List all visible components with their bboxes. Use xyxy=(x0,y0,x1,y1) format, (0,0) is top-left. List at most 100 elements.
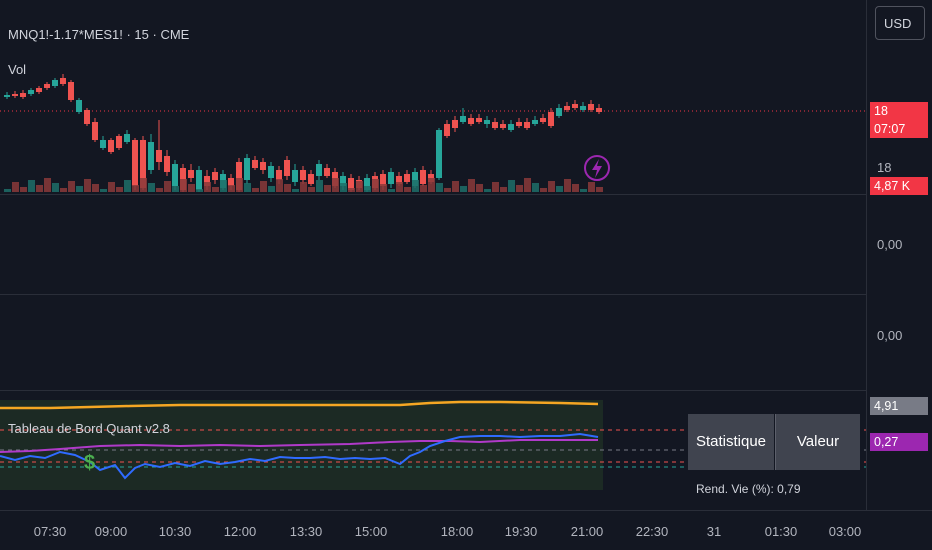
volume-bar xyxy=(236,178,243,192)
volume-legend[interactable]: Vol xyxy=(8,62,27,77)
volume-bar xyxy=(156,188,163,192)
current-price-badge: 18 109,75 xyxy=(870,102,928,136)
price-axis[interactable] xyxy=(866,0,932,550)
volume-bar xyxy=(420,185,427,192)
candle xyxy=(316,164,322,176)
candle xyxy=(292,170,298,182)
oscillator-orange-line xyxy=(0,400,599,410)
candle xyxy=(28,90,34,94)
pane-separator[interactable] xyxy=(0,194,932,195)
pane-separator[interactable] xyxy=(0,294,932,295)
volume-bar xyxy=(36,185,43,192)
candle xyxy=(308,174,314,184)
candle xyxy=(580,106,586,110)
volume-bar xyxy=(564,179,571,192)
volume-bar xyxy=(540,188,547,192)
volume-bar xyxy=(12,182,19,192)
volume-bar xyxy=(268,186,275,192)
volume-bar xyxy=(556,186,563,192)
candle xyxy=(4,95,10,97)
candle xyxy=(444,124,450,136)
stats-row: Rend. Vie (%): 0,79 xyxy=(696,482,801,496)
candle xyxy=(492,122,498,128)
candle xyxy=(108,140,114,152)
candle xyxy=(532,120,538,124)
volume-bar xyxy=(244,183,251,192)
volume-bar xyxy=(252,188,259,192)
candle xyxy=(244,158,250,180)
volume-bar xyxy=(364,186,371,192)
volume-bar xyxy=(388,189,395,192)
chart-canvas[interactable] xyxy=(0,0,866,510)
candle xyxy=(300,170,306,180)
volume-bar xyxy=(532,183,539,192)
volume-bar xyxy=(468,179,475,192)
candle xyxy=(84,110,90,124)
volume-bar xyxy=(324,185,331,192)
volume-bar xyxy=(292,189,299,192)
volume-bar xyxy=(84,179,91,192)
candle xyxy=(516,122,522,126)
volume-bars-group xyxy=(4,178,603,192)
volume-bar xyxy=(428,178,435,192)
time-tick: 18:00 xyxy=(440,524,474,539)
volume-bar xyxy=(20,187,27,192)
candle xyxy=(452,120,458,128)
time-axis[interactable]: 07:30 09:00 10:30 12:00 13:30 15:00 18:0… xyxy=(0,510,932,550)
volume-bar xyxy=(516,185,523,192)
time-tick: 13:30 xyxy=(289,524,323,539)
volume-bar xyxy=(380,184,387,192)
volume-bar xyxy=(212,187,219,192)
candle xyxy=(124,134,130,142)
oscillator-legend[interactable]: Tableau de Bord Quant v2.8 xyxy=(8,421,170,436)
pane-separator[interactable] xyxy=(0,390,932,391)
volume-bar xyxy=(76,186,83,192)
currency-button[interactable]: USD xyxy=(875,6,925,40)
candle xyxy=(236,162,242,190)
candle xyxy=(572,104,578,108)
volume-bar xyxy=(132,185,139,192)
candle xyxy=(204,176,210,186)
candle xyxy=(116,136,122,148)
volume-bar xyxy=(260,181,267,192)
volume-bar xyxy=(228,185,235,192)
time-tick: 19:30 xyxy=(504,524,538,539)
oscillator-signal-marker: $ xyxy=(84,452,96,474)
volume-bar xyxy=(164,181,171,192)
volume-bar xyxy=(396,182,403,192)
price-axis-border xyxy=(866,0,867,510)
candle xyxy=(548,112,554,126)
volume-bar xyxy=(276,179,283,192)
volume-bar xyxy=(588,182,595,192)
candle xyxy=(156,150,162,162)
candle xyxy=(556,108,562,116)
volume-bar xyxy=(308,187,315,192)
volume-bar xyxy=(140,178,147,192)
candle xyxy=(340,176,346,186)
lightning-icon[interactable] xyxy=(584,155,610,181)
volume-bar xyxy=(596,187,603,192)
oscillator-value-badge-2: 0,27 xyxy=(870,433,928,451)
volume-bar xyxy=(172,186,179,192)
candle xyxy=(228,178,234,186)
candle xyxy=(540,118,546,122)
pane2-value: 0,00 xyxy=(877,237,903,252)
time-tick: 21:00 xyxy=(570,524,604,539)
volume-bar xyxy=(44,178,51,192)
volume-bar xyxy=(548,181,555,192)
volume-bar xyxy=(524,178,531,192)
time-tick: 01:30 xyxy=(764,524,798,539)
time-tick: 22:30 xyxy=(635,524,669,539)
volume-bar xyxy=(316,180,323,192)
candle xyxy=(324,168,330,176)
chart-symbol-legend[interactable]: MNQ1!-1.17*MES1! · 15 · CME xyxy=(8,27,190,42)
volume-bar xyxy=(300,182,307,192)
oscillator-value-badge-1: 4,91 xyxy=(870,397,928,415)
candle xyxy=(460,116,466,122)
candle xyxy=(476,118,482,122)
stats-header-statistique: Statistique xyxy=(688,414,774,470)
volume-bar xyxy=(28,180,35,192)
time-tick: 31 xyxy=(706,524,722,539)
candle xyxy=(508,124,514,130)
pane3-value: 0,00 xyxy=(877,328,903,343)
